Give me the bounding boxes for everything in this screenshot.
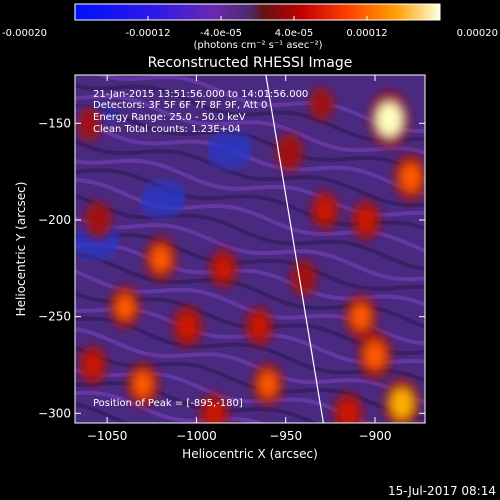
x-tick-label: −1050 — [87, 429, 128, 443]
negative-lobe — [142, 178, 186, 206]
negative-lobe — [75, 234, 118, 262]
source-core — [178, 314, 197, 339]
ripple-stripe — [75, 103, 425, 177]
negative-lobe — [207, 143, 251, 171]
source-core — [250, 315, 268, 338]
source-core — [150, 245, 171, 272]
source-core — [339, 401, 358, 423]
source-core — [350, 303, 371, 330]
colorbar-tick-label: -0.00020 — [2, 28, 47, 39]
ripple-stripe — [75, 83, 425, 143]
ripple-stripe — [75, 381, 320, 423]
chart-title: Reconstructed RHESSI Image — [148, 55, 353, 71]
ripple-stripe — [75, 139, 425, 208]
source-core — [390, 388, 414, 419]
peak-position-label: Position of Peak = [-895,-180] — [93, 398, 243, 409]
colorbar-tick-label: 0.00020 — [457, 28, 498, 39]
annotation-energy-range: Energy Range: 25.0 - 50.0 keV — [93, 112, 246, 123]
y-axis-label: Heliocentric Y (arcsec) — [14, 182, 28, 317]
ripple-stripe — [75, 232, 425, 291]
negative-lobe — [140, 192, 184, 220]
source-core — [133, 371, 153, 398]
colorbar-tick-label: -0.00012 — [126, 28, 171, 39]
source-core — [376, 102, 403, 137]
ripple-stripe — [75, 215, 425, 282]
ripple-stripe — [75, 193, 425, 271]
footer-timestamp: 15-Jul-2017 08:14 — [388, 484, 496, 498]
x-tick-label: −1000 — [176, 429, 217, 443]
source-core — [82, 113, 97, 133]
colorbar-tick-label: -4.0e-05 — [200, 28, 242, 39]
negative-lobe — [141, 185, 185, 213]
x-tick-label: −900 — [359, 429, 392, 443]
colorbar-tick-label: 4.0e-05 — [275, 28, 313, 39]
source-core — [314, 95, 329, 113]
colorbar-tick-label: 0.00012 — [346, 28, 387, 39]
source-core — [84, 354, 102, 376]
colorbar-unit-label: (photons cm⁻² s⁻¹ asec⁻²) — [193, 40, 322, 51]
plot-frame — [74, 74, 426, 424]
source-core — [205, 401, 223, 423]
source-core — [316, 199, 334, 222]
source-core — [258, 371, 278, 397]
heatmap-area — [75, 75, 425, 423]
y-tick-label: −300 — [38, 406, 71, 420]
colorbar — [74, 3, 441, 21]
source-core — [364, 341, 386, 370]
solar-limb-line — [265, 75, 325, 423]
ripple-stripe — [75, 390, 267, 423]
ripple-stripe — [75, 94, 425, 155]
source-core — [90, 209, 107, 231]
y-tick-label: −250 — [38, 310, 71, 324]
ripple-stripe — [75, 327, 425, 405]
negative-lobe — [209, 129, 253, 157]
annotation-time-range: 21-Jan-2015 13:51:56.000 to 14:01:56.000 — [93, 89, 308, 100]
y-tick-label: −150 — [38, 116, 71, 130]
x-tick-label: −950 — [269, 429, 302, 443]
ripple-stripe — [75, 117, 425, 197]
source-core — [357, 208, 375, 232]
axis-ticks: −1050 −1000 −950 −900 −300 −250 −200 −150 — [38, 75, 425, 443]
ripple-stripe — [75, 242, 425, 307]
colorbar-ticks: -0.00020 -0.00012 -4.0e-05 4.0e-05 0.00012 0.… — [2, 16, 498, 39]
source-core — [400, 163, 422, 192]
source-core — [215, 257, 232, 280]
negative-lobe — [75, 227, 119, 255]
source-core — [115, 294, 135, 320]
negative-lobe — [208, 136, 252, 164]
ripple-stripe — [75, 367, 377, 423]
ripple-stripe — [75, 345, 425, 420]
ripple-pattern — [75, 75, 425, 423]
annotation-counts: Clean Total counts: 1.23E+04 — [93, 124, 241, 135]
annotation-detectors: Detectors: 3F 5F 6F 7F 8F 9F, Att 0 — [93, 100, 267, 111]
x-axis-label: Heliocentric X (arcsec) — [182, 447, 318, 461]
emission-sources — [76, 87, 425, 423]
source-core — [281, 141, 298, 163]
y-tick-label: −200 — [38, 213, 71, 227]
